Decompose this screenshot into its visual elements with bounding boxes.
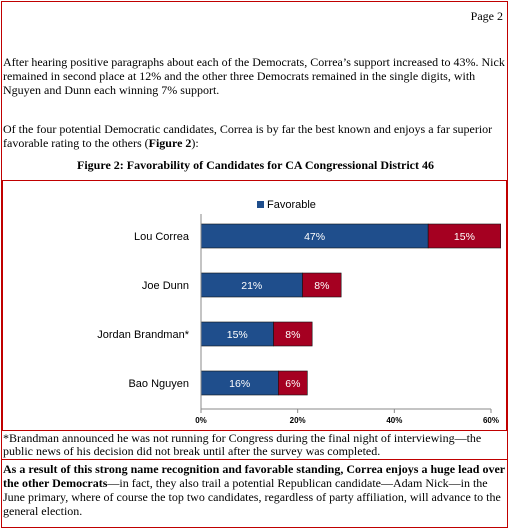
paragraph-text: Of the four potential Democratic candida…	[3, 122, 493, 150]
data-label-unfavorable-jordan-brandman: 8%	[285, 329, 300, 341]
chart-container: Favorable Lou Correa 47% 15% Joe Dunn 21% 8% Jo…	[2, 180, 507, 431]
category-label-bao-nguyen: Bao Nguyen	[128, 378, 189, 390]
figure-reference: Figure 2	[148, 136, 192, 150]
separator-line	[2, 459, 507, 460]
figure-title: Figure 2: Favorability of Candidates for…	[77, 158, 434, 172]
paragraph-correa-support: After hearing positive paragraphs about …	[3, 55, 505, 97]
paragraph-favorability-intro: Of the four potential Democratic candida…	[3, 122, 506, 150]
favorability-chart: Favorable Lou Correa 47% 15% Joe Dunn 21% 8% Jo…	[97, 199, 501, 425]
x-tick-label-0: 0%	[195, 416, 207, 425]
x-tick-label-20: 20%	[290, 416, 306, 425]
footnote: *Brandman announced he was not running f…	[3, 431, 482, 458]
paragraph-end: ):	[191, 136, 199, 150]
category-label-joe-dunn: Joe Dunn	[142, 280, 189, 292]
x-tick-label-60: 60%	[483, 416, 499, 425]
page-number: Page 2	[470, 9, 503, 23]
data-label-favorable-jordan-brandman: 15%	[227, 329, 248, 341]
bar-favorable-lou-correa	[200, 223, 429, 249]
paragraph-correa-lead: As a result of this strong name recognit…	[3, 462, 506, 518]
bar-unfavorable-joe-dunn	[302, 272, 342, 298]
legend-label: Favorable	[267, 199, 316, 211]
paragraph-rest: —in fact, they also trail a potential Re…	[3, 476, 501, 518]
bar-unfavorable-bao-nguyen	[278, 370, 308, 396]
legend-swatch	[257, 201, 264, 208]
data-label-unfavorable-lou-correa: 15%	[454, 231, 475, 243]
paragraph-bold-lead: As a result of this strong name recognit…	[3, 462, 505, 490]
bar-unfavorable-lou-correa	[427, 223, 501, 249]
x-tick-label-40: 40%	[386, 416, 402, 425]
data-label-unfavorable-joe-dunn: 8%	[314, 280, 329, 292]
data-label-unfavorable-bao-nguyen: 6%	[285, 378, 300, 390]
bar-unfavorable-jordan-brandman	[273, 321, 313, 347]
data-label-favorable-lou-correa: 47%	[304, 231, 325, 243]
category-label-jordan-brandman: Jordan Brandman*	[97, 329, 189, 341]
category-label-lou-correa: Lou Correa	[134, 231, 190, 243]
data-label-favorable-joe-dunn: 21%	[241, 280, 262, 292]
data-label-favorable-bao-nguyen: 16%	[229, 378, 250, 390]
